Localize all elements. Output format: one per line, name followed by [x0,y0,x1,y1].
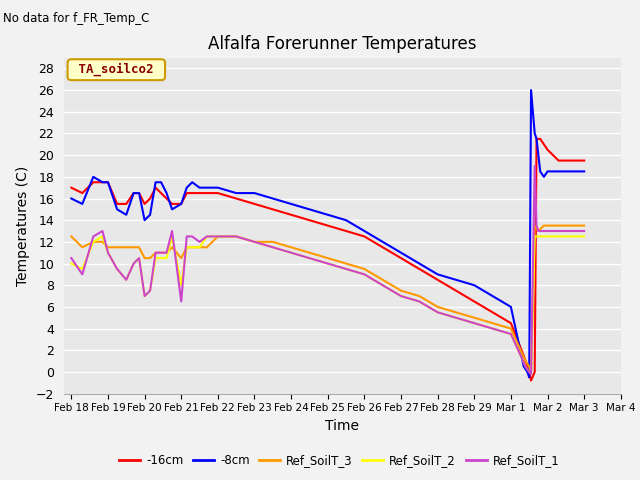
Text: TA_soilco2: TA_soilco2 [71,63,161,76]
Text: No data for f_FR_Temp_C: No data for f_FR_Temp_C [3,12,150,25]
Legend: -16cm, -8cm, Ref_SoilT_3, Ref_SoilT_2, Ref_SoilT_1: -16cm, -8cm, Ref_SoilT_3, Ref_SoilT_2, R… [114,449,564,472]
X-axis label: Time: Time [325,419,360,433]
Title: Alfalfa Forerunner Temperatures: Alfalfa Forerunner Temperatures [208,35,477,53]
Y-axis label: Temperatures (C): Temperatures (C) [17,166,30,286]
